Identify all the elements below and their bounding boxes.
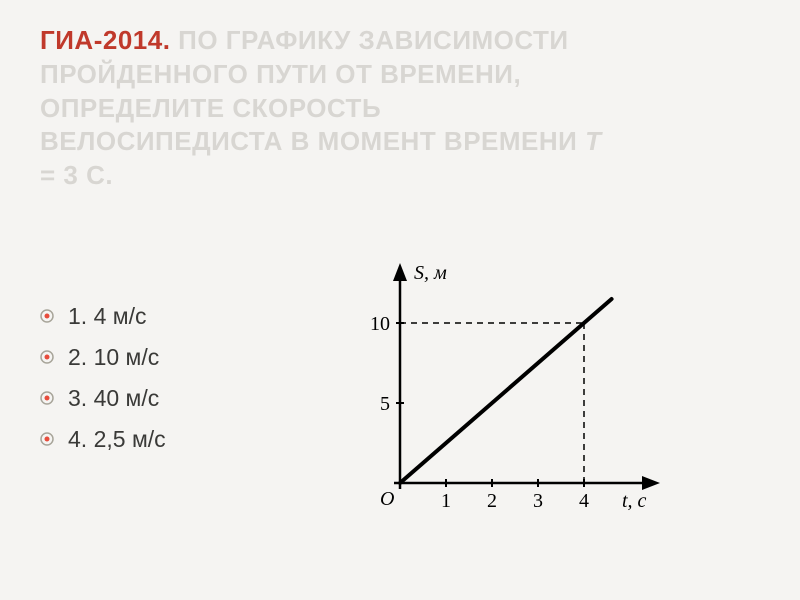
answer-number: 2. <box>68 344 87 371</box>
answer-number: 4. <box>68 426 87 453</box>
title-text-1: ПО ГРАФИКУ ЗАВИСИМОСТИ <box>170 25 568 55</box>
svg-text:3: 3 <box>533 490 543 512</box>
question-title: ГИА-2014. ПО ГРАФИКУ ЗАВИСИМОСТИ ПРОЙДЕН… <box>40 24 760 193</box>
slide: ГИА-2014. ПО ГРАФИКУ ЗАВИСИМОСТИ ПРОЙДЕН… <box>0 0 800 600</box>
title-exam-code: ГИА-2014. <box>40 25 170 55</box>
svg-text:t, с: t, с <box>622 490 647 512</box>
answer-option-3: 3. 40 м/с <box>40 385 310 412</box>
answer-text: 40 м/с <box>94 385 160 412</box>
answer-list: 1. 4 м/с 2. 10 м/с 3. 40 м/с <box>40 263 310 467</box>
svg-text:10: 10 <box>370 313 390 335</box>
svg-text:O: O <box>380 488 394 510</box>
bullet-icon <box>40 309 54 323</box>
answer-number: 3. <box>68 385 87 412</box>
title-text-5: = 3 С. <box>40 159 760 193</box>
answer-option-1: 1. 4 м/с <box>40 303 310 330</box>
title-text-3: ОПРЕДЕЛИТЕ СКОРОСТЬ <box>40 92 760 126</box>
svg-text:4: 4 <box>579 490 589 512</box>
svg-text:2: 2 <box>487 490 497 512</box>
title-text-4: ВЕЛОСИПЕДИСТА В МОМЕНТ ВРЕМЕНИ <box>40 126 585 156</box>
title-variable-t: T <box>585 126 601 156</box>
bullet-icon <box>40 350 54 364</box>
svg-text:1: 1 <box>441 490 451 512</box>
answer-text: 10 м/с <box>94 344 160 371</box>
answer-text: 2,5 м/с <box>94 426 166 453</box>
answer-text: 4 м/с <box>94 303 147 330</box>
content-row: 1. 4 м/с 2. 10 м/с 3. 40 м/с <box>40 263 760 523</box>
chart-svg: 1 2 3 4 5 10 S, м t, с O <box>350 263 660 523</box>
title-text-2: ПРОЙДЕННОГО ПУТИ ОТ ВРЕМЕНИ, <box>40 58 760 92</box>
bullet-icon <box>40 391 54 405</box>
answer-option-2: 2. 10 м/с <box>40 344 310 371</box>
bullet-icon <box>40 432 54 446</box>
svg-text:S, м: S, м <box>414 263 447 284</box>
answer-number: 1. <box>68 303 87 330</box>
distance-time-chart: 1 2 3 4 5 10 S, м t, с O <box>350 263 660 523</box>
svg-text:5: 5 <box>380 393 390 415</box>
answer-option-4: 4. 2,5 м/с <box>40 426 310 453</box>
